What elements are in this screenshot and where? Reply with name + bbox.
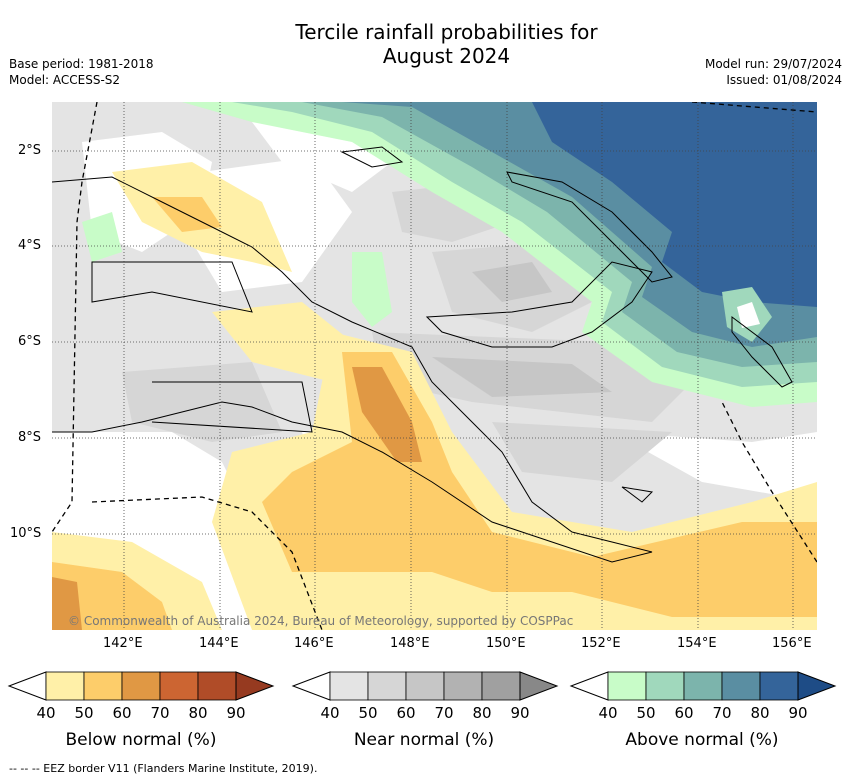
colorbar-min-arrow [7, 671, 47, 701]
cb-tick: 60 [396, 704, 416, 722]
lon-label: 154°E [677, 636, 717, 651]
colorbar-swatch [45, 671, 85, 701]
eez-border [52, 102, 98, 533]
copyright-text: © Commonwealth of Australia 2024, Bureau… [68, 614, 573, 628]
manus-coast [340, 146, 404, 168]
above-normal-40 [82, 212, 122, 262]
map-panel: © Commonwealth of Australia 2024, Bureau… [52, 102, 817, 630]
colorbar-max-arrow [235, 671, 275, 701]
lat-label: 4°S [18, 238, 42, 253]
cb-tick: 70 [712, 704, 732, 722]
cb-tick: 60 [112, 704, 132, 722]
colorbar-swatch [121, 671, 161, 701]
lon-label: 152°E [581, 636, 621, 651]
model-name: Model: ACCESS-S2 [9, 73, 121, 87]
near-normal-50 [492, 422, 672, 482]
colorbar-max-arrow [797, 671, 837, 701]
new-ireland-coast [506, 171, 673, 283]
meta-right: Model run: 29/07/2024 Issued: 01/08/2024 [705, 56, 842, 88]
eez-borders [52, 102, 817, 630]
colorbar-swatch [645, 671, 685, 701]
colorbar-label-below: Below normal (%) [65, 730, 217, 750]
island-coast [621, 486, 654, 503]
cb-tick: 40 [598, 704, 618, 722]
eez-border [691, 102, 817, 113]
lon-label: 144°E [199, 636, 239, 651]
colorbar-swatch [481, 671, 521, 701]
lon-label: 146°E [294, 636, 334, 651]
cb-tick: 50 [636, 704, 656, 722]
colorbar-above-normal [569, 671, 837, 701]
cb-tick: 70 [150, 704, 170, 722]
below-normal-40 [212, 302, 352, 382]
lon-label: 148°E [390, 636, 430, 651]
cb-tick: 50 [74, 704, 94, 722]
colorbar-max-arrow [519, 671, 559, 701]
cb-tick: 90 [226, 704, 246, 722]
colorbar-swatch [759, 671, 799, 701]
province-border [151, 381, 313, 433]
eez-border [91, 496, 323, 630]
cb-tick: 80 [472, 704, 492, 722]
near-normal-60 [472, 262, 552, 302]
cb-tick: 40 [320, 704, 340, 722]
colorbars [7, 671, 837, 701]
issued-date: Issued: 01/08/2024 [726, 73, 842, 87]
near-normal-60 [432, 357, 612, 397]
colorbar-swatch [367, 671, 407, 701]
cb-tick: 80 [750, 704, 770, 722]
lat-label: 6°S [18, 334, 42, 349]
cb-tick: 90 [788, 704, 808, 722]
below-normal-60 [352, 367, 422, 462]
base-period: Base period: 1981-2018 [9, 57, 154, 71]
cb-tick: 90 [510, 704, 530, 722]
white-region [612, 432, 817, 502]
lon-label: 142°E [103, 636, 143, 651]
below-normal-50 [52, 562, 172, 630]
colorbar-swatch [683, 671, 723, 701]
lon-label: 156°E [772, 636, 812, 651]
model-run: Model run: 29/07/2024 [704, 57, 842, 71]
new-guinea-coast [52, 176, 653, 563]
above-normal-40 [352, 252, 392, 327]
cb-tick: 40 [36, 704, 56, 722]
bougainville-coast [731, 316, 793, 388]
colorbar-swatch [197, 671, 237, 701]
province-border [91, 261, 253, 313]
meta-left: Base period: 1981-2018 Model: ACCESS-S2 [9, 56, 154, 88]
colorbar-swatch [721, 671, 761, 701]
lat-label: 10°S [10, 526, 42, 541]
title-line-1: Tercile rainfall probabilities for [295, 20, 598, 44]
eez-border [721, 401, 817, 563]
colorbar-swatch [329, 671, 369, 701]
above-normal-80 [532, 102, 817, 307]
cb-tick: 70 [434, 704, 454, 722]
lat-label: 2°S [18, 143, 42, 158]
colorbar-min-arrow [291, 671, 331, 701]
probability-field [52, 102, 817, 630]
gridlines [52, 102, 817, 630]
colorbar-swatch [159, 671, 199, 701]
eez-footnote: -- -- -- EEZ border V11 (Flanders Marine… [9, 762, 318, 775]
cb-tick: 60 [674, 704, 694, 722]
colorbar-near-normal [291, 671, 559, 701]
colorbar-label-above: Above normal (%) [625, 730, 779, 750]
below-normal-60 [52, 577, 82, 630]
colorbar-swatch [607, 671, 647, 701]
colorbar-min-arrow [569, 671, 609, 701]
cb-tick: 50 [358, 704, 378, 722]
colorbar-swatch [83, 671, 123, 701]
cb-tick: 80 [188, 704, 208, 722]
coastlines [52, 146, 793, 563]
colorbar-below-normal [7, 671, 275, 701]
map-title: Tercile rainfall probabilities for Augus… [0, 20, 850, 68]
lon-label: 150°E [486, 636, 526, 651]
colorbar-swatch [405, 671, 445, 701]
colorbar-swatch [443, 671, 483, 701]
colorbar-label-near: Near normal (%) [353, 730, 495, 750]
title-line-2: August 2024 [382, 44, 511, 68]
lat-label: 8°S [18, 430, 42, 445]
white-region [737, 302, 760, 328]
